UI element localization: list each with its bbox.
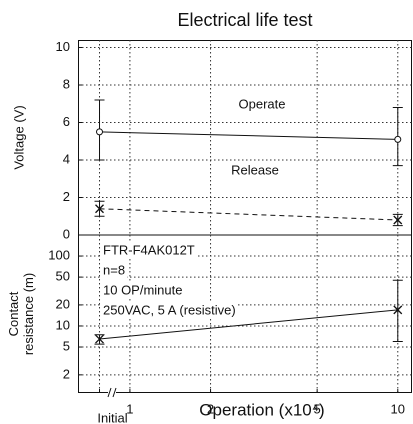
y-tick-label: 20 <box>56 296 70 311</box>
y-tick-label: 50 <box>56 269 70 284</box>
annotation: 10 OP/minute <box>103 282 183 297</box>
marker <box>393 215 403 225</box>
annotation: n=8 <box>103 262 125 277</box>
label-bg <box>232 97 292 113</box>
marker <box>394 135 402 143</box>
series-line <box>99 131 398 140</box>
x-tick-label: 10 <box>391 401 405 416</box>
annotation-bg <box>101 283 185 299</box>
axis-break <box>107 387 117 398</box>
plot-frame <box>78 40 412 393</box>
marker <box>95 204 104 214</box>
annotation: 250VAC, 5 A (resistive) <box>103 302 236 317</box>
y-tick-label: 10 <box>56 39 70 54</box>
y-tick-label: 2 <box>63 366 70 381</box>
y-tick-label: 4 <box>63 151 70 166</box>
annotation-bg <box>101 263 128 279</box>
annotation: FTR-F4AK012T <box>103 242 195 257</box>
marker <box>96 128 104 136</box>
y-axis-label: Contact <box>6 291 21 336</box>
series-line <box>99 208 398 221</box>
y-tick-label: 10 <box>56 317 70 332</box>
x-tick-label: 2 <box>207 401 214 416</box>
y-tick-label: 0 <box>63 226 70 241</box>
y-tick-label: 8 <box>63 76 70 91</box>
y-tick-label: 100 <box>48 247 70 262</box>
y-axis-label: resistance (m) <box>21 273 36 355</box>
series-label: Operate <box>239 96 286 111</box>
x-tick-label: 5 <box>314 401 321 416</box>
y-tick-label: 5 <box>63 338 70 353</box>
series-label: Release <box>231 162 279 177</box>
x-tick-label: 1 <box>126 401 133 416</box>
series-line <box>99 309 398 340</box>
x-tick-label: Initial <box>97 410 127 424</box>
marker <box>393 305 403 315</box>
annotation-bg <box>101 303 238 319</box>
marker <box>95 334 104 344</box>
chart-title: Electrical life test <box>177 10 312 30</box>
label-bg <box>225 163 285 179</box>
y-tick-label: 6 <box>63 114 70 129</box>
error-bar <box>392 279 403 342</box>
annotation-bg <box>101 243 197 259</box>
y-tick-label: 2 <box>63 189 70 204</box>
y-axis-label: Voltage (V) <box>11 105 26 169</box>
x-axis-label: Operation (x10⁴) <box>199 400 324 419</box>
